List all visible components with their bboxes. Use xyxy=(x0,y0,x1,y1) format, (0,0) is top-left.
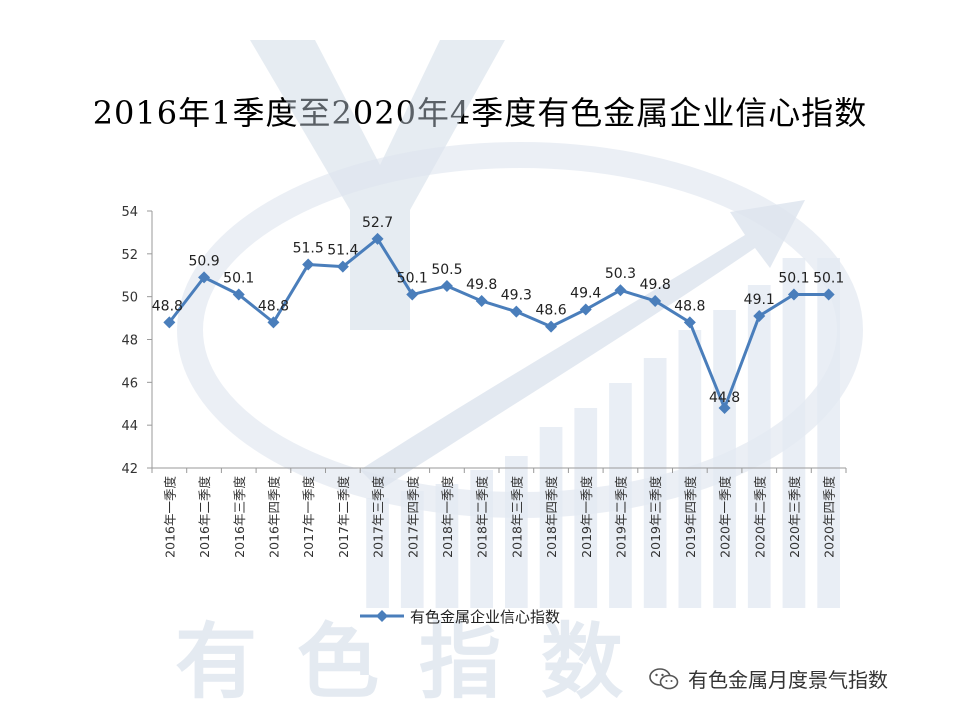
x-tick-label: 2020年四季度 xyxy=(822,476,837,558)
data-point xyxy=(336,260,349,273)
watermark-bar xyxy=(470,470,493,608)
data-label: 48.8 xyxy=(258,298,289,314)
x-tick-label: 2016年四季度 xyxy=(266,476,281,558)
data-point xyxy=(371,232,384,245)
data-label: 49.8 xyxy=(640,277,671,293)
wechat-icon xyxy=(649,667,679,689)
x-tick-label: 2018年一季度 xyxy=(440,476,455,558)
x-tick-label: 2020年一季度 xyxy=(718,476,733,558)
watermark-graphic: 有色指数 xyxy=(175,40,863,710)
x-tick-label: 2017年一季度 xyxy=(301,476,316,558)
data-point xyxy=(302,258,315,271)
source-credit: 有色金属月度景气指数 xyxy=(648,664,888,693)
watermark-bar xyxy=(643,358,667,608)
data-point xyxy=(475,294,488,307)
data-point xyxy=(649,294,662,307)
data-point xyxy=(406,288,419,301)
x-tick-label: 2019年三季度 xyxy=(648,476,663,558)
data-point xyxy=(787,288,800,301)
chart-title: 2016年1季度至2020年4季度有色金属企业信心指数 xyxy=(92,94,868,132)
data-label: 50.3 xyxy=(605,266,636,282)
data-label: 50.1 xyxy=(778,271,809,287)
data-label: 51.5 xyxy=(293,241,324,257)
data-point xyxy=(440,279,453,292)
data-point xyxy=(510,305,523,318)
legend-marker xyxy=(376,610,388,622)
legend-label: 有色金属企业信心指数 xyxy=(410,608,560,626)
x-tick-label: 2018年四季度 xyxy=(544,476,559,558)
data-point xyxy=(718,402,731,415)
x-tick-label: 2019年一季度 xyxy=(579,476,594,558)
data-point xyxy=(614,284,627,297)
y-tick-label: 54 xyxy=(121,205,138,220)
watermark-bar xyxy=(678,330,702,608)
data-point xyxy=(753,309,766,322)
watermark-text: 有色指数 xyxy=(175,615,663,710)
watermark-bar xyxy=(817,258,840,608)
data-label: 50.9 xyxy=(188,253,219,269)
data-point xyxy=(163,316,176,329)
data-label: 49.4 xyxy=(570,286,601,302)
data-label: 44.8 xyxy=(709,390,740,406)
watermark-bar xyxy=(782,258,806,608)
watermark-bar xyxy=(366,498,389,608)
y-tick-label: 50 xyxy=(121,291,138,306)
watermark-bar xyxy=(574,408,598,608)
watermark-bar xyxy=(435,484,459,608)
data-label: 48.8 xyxy=(674,298,705,314)
data-label: 50.5 xyxy=(431,262,462,278)
data-label: 49.3 xyxy=(501,288,532,304)
x-tick-label: 2019年二季度 xyxy=(613,476,628,558)
y-tick-label: 44 xyxy=(121,419,138,434)
data-label: 48.8 xyxy=(152,298,183,314)
x-tick-label: 2018年二季度 xyxy=(475,476,490,558)
watermark-bar xyxy=(713,310,736,608)
y-tick-label: 42 xyxy=(121,462,138,477)
watermark-bar xyxy=(747,285,771,608)
x-tick-label: 2018年三季度 xyxy=(509,476,524,558)
data-label: 48.6 xyxy=(535,303,566,319)
data-point xyxy=(579,303,592,316)
watermark-bar xyxy=(609,383,632,608)
data-label: 50.1 xyxy=(223,271,254,287)
data-label: 51.4 xyxy=(327,243,358,259)
x-tick-label: 2020年三季度 xyxy=(787,476,802,558)
data-label: 49.8 xyxy=(466,277,497,293)
x-tick-label: 2020年二季度 xyxy=(752,476,767,558)
data-label: 49.1 xyxy=(744,292,775,308)
data-point xyxy=(545,320,558,333)
y-tick-label: 52 xyxy=(121,248,138,263)
data-label: 52.7 xyxy=(362,215,393,231)
source-credit-text: 有色金属月度景气指数 xyxy=(688,668,888,692)
series-line xyxy=(168,237,829,410)
x-tick-label: 2016年三季度 xyxy=(232,476,247,558)
data-point xyxy=(683,316,696,329)
y-tick-label: 46 xyxy=(121,376,138,391)
data-label: 50.1 xyxy=(397,271,428,287)
data-point xyxy=(822,288,835,301)
x-tick-label: 2017年二季度 xyxy=(336,476,351,558)
data-point xyxy=(267,316,280,329)
x-tick-label: 2019年四季度 xyxy=(683,476,698,558)
data-point xyxy=(232,288,245,301)
watermark-bar xyxy=(400,491,424,608)
y-tick-label: 48 xyxy=(121,334,138,349)
watermark-bar xyxy=(539,427,563,608)
x-tick-label: 2017年四季度 xyxy=(405,476,420,558)
data-point xyxy=(198,271,211,284)
watermark-bar xyxy=(505,456,528,608)
watermark-arrow xyxy=(360,200,805,490)
data-label: 50.1 xyxy=(813,271,844,287)
x-tick-label: 2016年二季度 xyxy=(197,476,212,558)
x-tick-label: 2017年三季度 xyxy=(371,476,386,558)
x-tick-label: 2016年一季度 xyxy=(162,476,177,558)
